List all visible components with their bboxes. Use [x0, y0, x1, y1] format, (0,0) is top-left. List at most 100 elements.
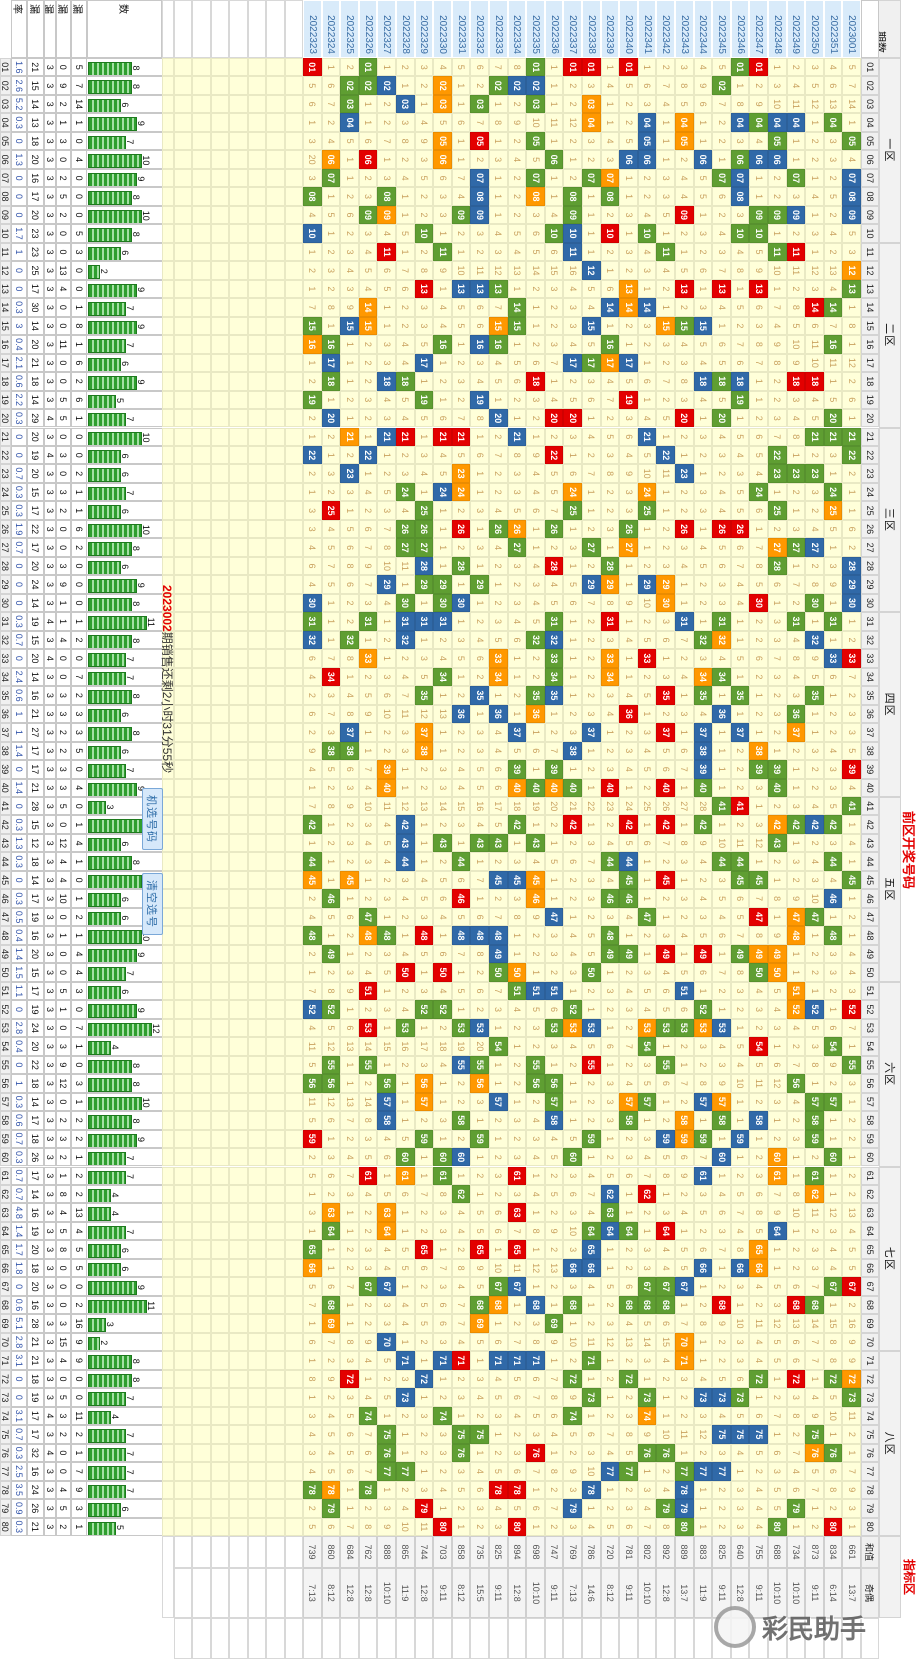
miss-cell: 21 — [563, 797, 582, 816]
miss-cell: 1 — [637, 1111, 657, 1130]
countdown-row-cell — [162, 279, 174, 299]
hit-cell: 46 — [619, 889, 638, 908]
bar-cell: 6 — [87, 445, 162, 465]
hit-cell: 24 — [563, 482, 582, 502]
bar-cell: 8 — [87, 1351, 162, 1370]
hit-cell: 73 — [693, 1388, 713, 1407]
miss-cell: 11 — [582, 1332, 601, 1352]
miss-cell: 1 — [842, 889, 861, 908]
random-pick-button[interactable]: 机选号码 — [142, 788, 163, 850]
hit-cell: 76 — [823, 1443, 843, 1463]
hit-cell: 68 — [619, 1295, 638, 1315]
miss-cell: 1 — [526, 963, 545, 982]
future-cell — [192, 1499, 211, 1518]
miss-cell: 5 — [842, 741, 861, 761]
ball-number-footer: 09 — [0, 205, 11, 225]
stat-cell-m4: 3 — [56, 1406, 71, 1426]
miss-cell: 5 — [712, 390, 731, 410]
miss-cell: 6 — [749, 1184, 768, 1204]
future-cell — [266, 390, 285, 410]
countdown-row-cell — [162, 556, 174, 576]
miss-cell: 1 — [619, 335, 638, 354]
ball-number-header: 05 — [861, 131, 879, 151]
appearance-count: 4 — [110, 1044, 120, 1050]
future-cell — [247, 1517, 267, 1536]
miss-cell: 4 — [805, 519, 824, 539]
miss-cell: 6 — [768, 1443, 787, 1463]
miss-cell: 6 — [433, 409, 452, 428]
miss-cell: 1 — [563, 667, 582, 687]
hit-cell: 23 — [805, 464, 824, 483]
future-cell — [229, 833, 248, 853]
future-cell — [210, 1480, 230, 1500]
future-cell — [247, 1221, 267, 1241]
miss-cell: 2 — [414, 778, 434, 797]
future-cell — [247, 316, 267, 336]
future-cell — [192, 298, 211, 317]
future-cell — [192, 1184, 211, 1204]
period-row-label: 2022334 — [507, 0, 527, 58]
miss-cell: 3 — [321, 464, 341, 483]
bar-cell: 6 — [87, 1499, 162, 1518]
miss-cell: 11 — [749, 1074, 768, 1093]
stat-cell-m3: 3 — [44, 279, 56, 299]
hit-cell: 27 — [768, 538, 787, 557]
miss-cell: 2 — [637, 667, 657, 687]
miss-cell: 9 — [619, 464, 638, 483]
stat-cell-m5: 1 — [71, 501, 87, 520]
countdown-row-cell — [162, 316, 174, 336]
miss-cell: 1 — [656, 482, 675, 502]
miss-cell: 2 — [842, 372, 861, 391]
future-cell — [284, 1499, 303, 1518]
miss-cell: 5 — [675, 1240, 694, 1259]
hit-cell: 59 — [675, 1129, 694, 1149]
miss-cell: 1 — [451, 667, 471, 687]
period-row-label: 2022343 — [675, 0, 694, 58]
future-cell — [229, 944, 248, 964]
future-cell — [174, 797, 193, 816]
miss-cell: 2 — [340, 852, 359, 871]
future-cell — [229, 409, 248, 428]
future-cell — [174, 1332, 193, 1352]
miss-cell: 1 — [340, 1295, 359, 1315]
miss-cell: 2 — [656, 1462, 675, 1481]
miss-cell: 7 — [544, 1369, 564, 1389]
hit-cell: 11 — [377, 242, 396, 262]
future-cell — [284, 1314, 303, 1333]
future-cell — [210, 94, 230, 114]
future-cell — [229, 372, 248, 391]
miss-cell: 2 — [340, 445, 359, 465]
future-cell — [247, 1480, 267, 1500]
future-cell — [284, 409, 303, 428]
miss-cell: 6 — [340, 1018, 359, 1038]
hit-cell: 15 — [675, 316, 694, 336]
future-cell — [247, 372, 267, 391]
countdown-row-cell — [162, 1148, 174, 1167]
stat-cell-m4: 2 — [56, 94, 71, 114]
miss-cell: 1 — [433, 686, 452, 705]
clear-selection-button[interactable]: 清空选号 — [142, 873, 163, 935]
miss-cell: 3 — [823, 778, 843, 797]
future-cell — [266, 427, 285, 446]
future-cell — [174, 1295, 193, 1315]
miss-cell: 2 — [712, 205, 731, 225]
miss-cell: 2 — [303, 1148, 322, 1167]
miss-cell: 1 — [693, 1480, 713, 1500]
miss-cell: 1 — [600, 261, 620, 280]
future-cell — [229, 353, 248, 373]
miss-cell: 1 — [433, 279, 452, 299]
future-cell — [174, 482, 193, 502]
hit-cell: 29 — [377, 575, 396, 594]
miss-cell: 1 — [656, 649, 675, 668]
miss-cell: 1 — [749, 686, 768, 705]
tail-cell — [656, 1618, 675, 1659]
miss-cell: 5 — [637, 686, 657, 705]
miss-cell: 3 — [749, 778, 768, 797]
miss-cell: 1 — [712, 1129, 731, 1149]
miss-cell: 1 — [823, 686, 843, 705]
appearance-count: 5 — [115, 398, 125, 404]
ball-number-footer: 32 — [0, 630, 11, 650]
hit-cell: 62 — [637, 1184, 657, 1204]
hit-cell: 37 — [656, 723, 675, 742]
miss-cell: 1 — [433, 741, 452, 761]
